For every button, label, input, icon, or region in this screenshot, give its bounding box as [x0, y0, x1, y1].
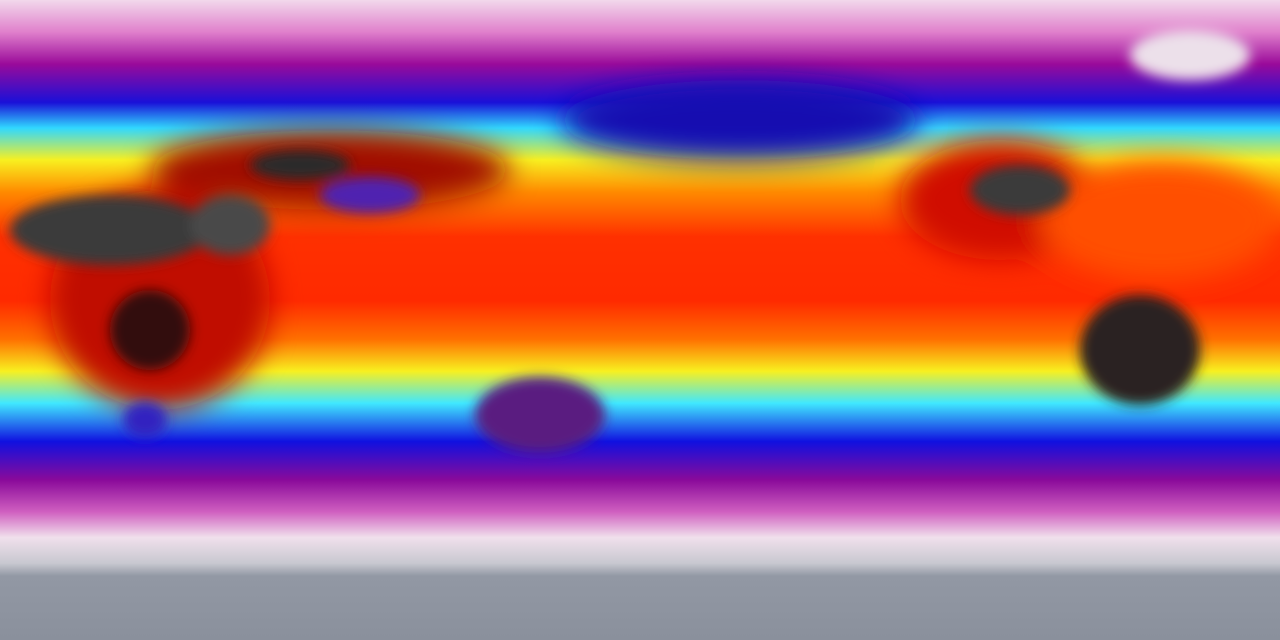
central-africa-dark — [110, 290, 190, 370]
east-pacific-warm — [1040, 160, 1280, 280]
north-america-hot — [970, 165, 1070, 215]
central-asia-hot — [250, 150, 350, 180]
north-pacific-cold — [560, 80, 920, 160]
south-america-hot — [1080, 295, 1200, 405]
arabia-hot — [190, 195, 270, 255]
sahara-hot — [10, 195, 210, 265]
australia-cold — [475, 377, 605, 453]
southern-africa-cold — [123, 402, 167, 438]
tibet-cold — [320, 177, 420, 213]
greenland-ice — [1130, 30, 1250, 80]
